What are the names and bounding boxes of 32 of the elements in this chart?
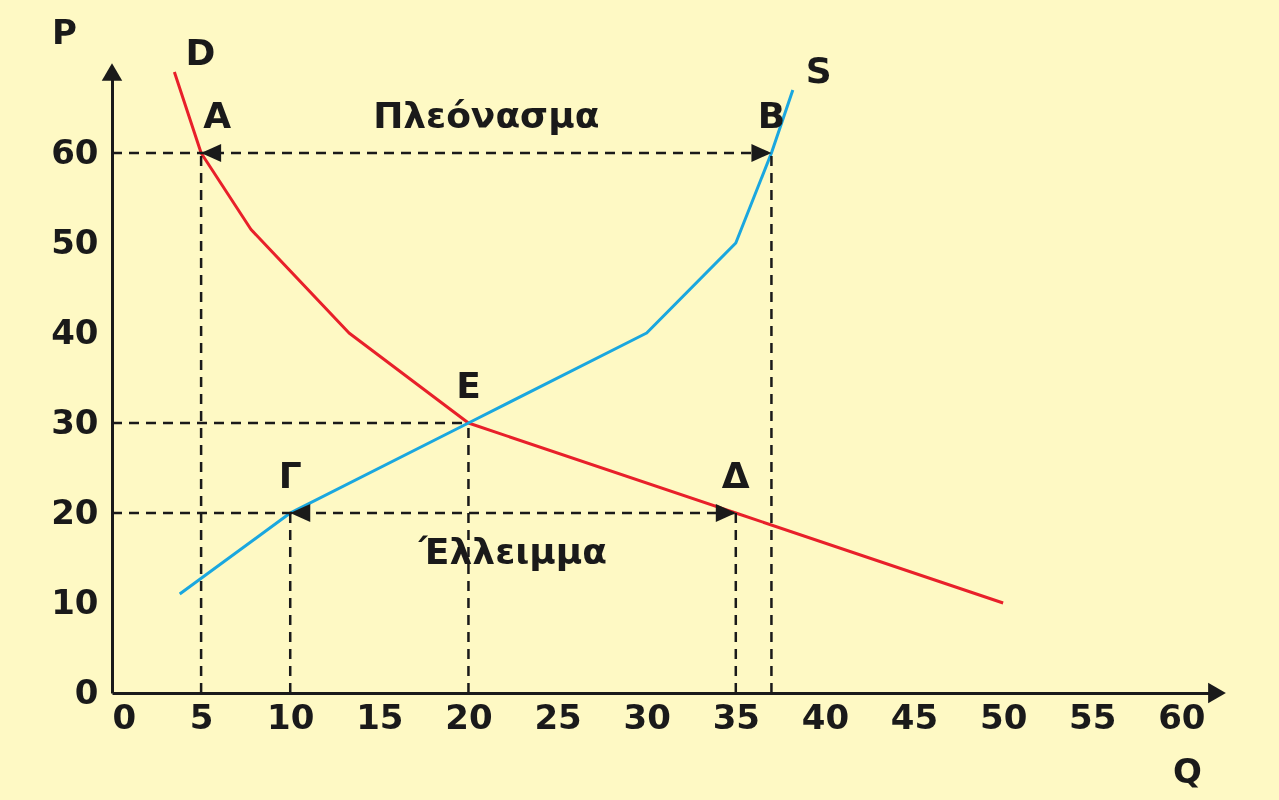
y-tick-label: 50 [51, 221, 99, 262]
annotation: Πλεόνασμα [373, 95, 600, 136]
annotation: A [203, 95, 232, 136]
x-tick-label: 50 [979, 696, 1028, 737]
annotation: Γ [278, 455, 302, 496]
series-label: S [805, 50, 832, 91]
x-tick-label: 25 [534, 696, 582, 737]
annotation: E [456, 365, 481, 406]
x-tick-label: 30 [623, 696, 671, 737]
annotation: Δ [721, 455, 750, 496]
x-tick-label: 0 [112, 696, 137, 737]
y-tick-label: 60 [51, 131, 99, 172]
x-tick-label: 40 [801, 696, 850, 737]
line-series [178, 88, 795, 596]
y-tick-label: 30 [51, 401, 99, 442]
y-tick-label: 40 [51, 311, 99, 352]
x-tick-label: 20 [445, 696, 493, 737]
x-tick-label: 5 [189, 696, 214, 737]
x-tick-label: 10 [267, 696, 315, 737]
y-axis-title: P [52, 11, 77, 52]
y-tick-label: 10 [51, 581, 99, 622]
y-tick-label: 0 [74, 671, 99, 712]
x-tick-label: 45 [890, 696, 939, 737]
x-tick-label: 15 [356, 696, 404, 737]
annotation: Έλλειμμα [418, 531, 607, 572]
series-label: D [185, 32, 216, 73]
x-tick-label: 35 [712, 696, 760, 737]
x-axis-title: Q [1173, 750, 1202, 791]
x-tick-label: 60 [1158, 696, 1206, 737]
y-tick-label: 20 [51, 491, 99, 532]
x-tick-label: 55 [1069, 696, 1117, 737]
annotation: B [757, 95, 786, 136]
